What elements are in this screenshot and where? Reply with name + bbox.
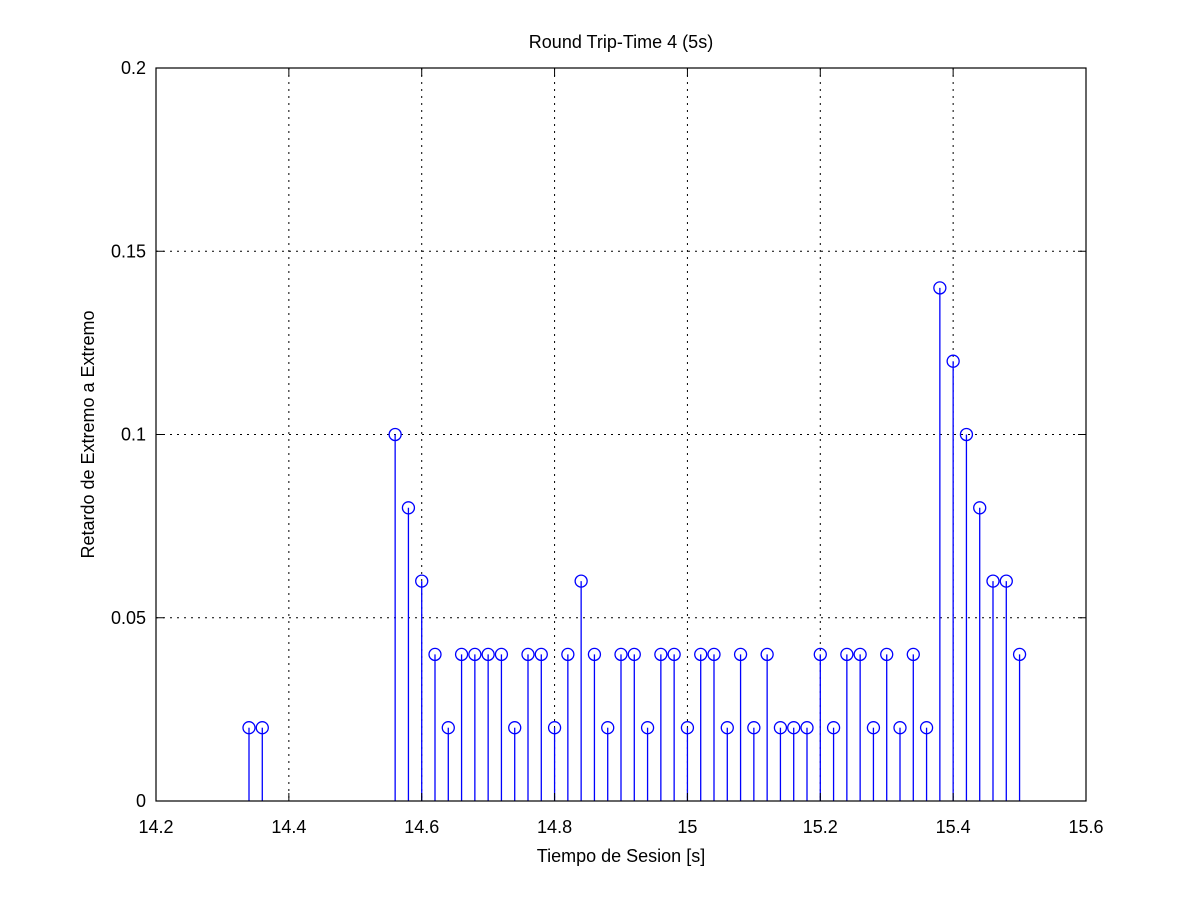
stem-marker xyxy=(587,647,602,662)
stem-marker xyxy=(242,721,256,735)
stem-marker xyxy=(893,721,907,735)
stem-marker xyxy=(654,647,668,662)
y-tick-label: 0.05 xyxy=(111,608,146,628)
data-stems xyxy=(242,281,1027,801)
x-tick-label: 14.6 xyxy=(404,817,439,837)
stem-marker xyxy=(481,647,495,662)
stem-marker xyxy=(454,647,469,662)
stem-marker xyxy=(760,647,774,662)
stem-marker xyxy=(826,721,841,735)
y-tick-label: 0.15 xyxy=(111,241,146,261)
stem-marker xyxy=(561,647,575,662)
x-tick-label: 14.4 xyxy=(271,817,306,837)
stem-marker xyxy=(733,647,748,662)
stem-marker xyxy=(933,281,947,295)
stem-marker xyxy=(707,647,721,662)
stem-marker xyxy=(547,721,562,735)
stem-marker xyxy=(534,647,548,662)
stem-marker xyxy=(919,721,934,735)
stem-marker xyxy=(999,574,1013,588)
stem-marker xyxy=(614,647,628,662)
stem-marker xyxy=(773,721,788,735)
stem-marker xyxy=(973,501,987,515)
stem-marker xyxy=(415,574,429,588)
x-axis-label: Tiempo de Sesion [s] xyxy=(537,846,705,866)
stem-marker xyxy=(946,354,960,368)
x-tick-label: 15.4 xyxy=(936,817,971,837)
stem-marker xyxy=(787,721,801,735)
stem-marker xyxy=(853,647,867,662)
y-tick-label: 0.1 xyxy=(121,425,146,445)
stem-marker xyxy=(640,721,655,735)
x-tick-label: 15 xyxy=(677,817,697,837)
stem-marker xyxy=(255,721,269,735)
x-tick-label: 15.6 xyxy=(1068,817,1103,837)
stem-marker xyxy=(667,647,681,662)
stem-marker xyxy=(906,647,920,662)
x-tick-label: 15.2 xyxy=(803,817,838,837)
stem-marker xyxy=(494,647,509,662)
stem-marker xyxy=(508,721,522,735)
stem-marker xyxy=(1012,647,1027,662)
stem-marker xyxy=(601,721,615,735)
stem-marker xyxy=(441,721,455,735)
stem-marker xyxy=(428,647,442,662)
y-axis-label: Retardo de Extremo a Extremo xyxy=(78,310,98,558)
stem-marker xyxy=(388,427,402,442)
stem-marker xyxy=(986,574,1000,588)
stem-marker xyxy=(680,721,695,735)
x-tick-label: 14.8 xyxy=(537,817,572,837)
stem-marker xyxy=(800,721,814,735)
stem-marker xyxy=(401,501,416,515)
stem-marker xyxy=(959,427,974,442)
stem-marker xyxy=(627,647,641,662)
y-tick-label: 0 xyxy=(136,791,146,811)
stem-marker xyxy=(574,574,588,588)
stem-marker xyxy=(880,647,894,662)
stem-marker xyxy=(468,647,482,662)
stem-marker xyxy=(840,647,854,662)
stem-marker xyxy=(521,647,535,662)
x-tick-label: 14.2 xyxy=(138,817,173,837)
stem-marker xyxy=(866,721,881,735)
axis-ticks: 14.2 14.4 14.6 14.8 15 15.2 15.4 15.6 0 0.05 0.1 0.… xyxy=(111,58,1104,837)
stem-marker xyxy=(694,647,708,662)
stem-marker xyxy=(813,647,827,662)
chart-title: Round Trip-Time 4 (5s) xyxy=(529,32,713,52)
stem-marker xyxy=(747,721,761,735)
stem-marker xyxy=(720,721,734,735)
y-tick-label: 0.2 xyxy=(121,58,146,78)
